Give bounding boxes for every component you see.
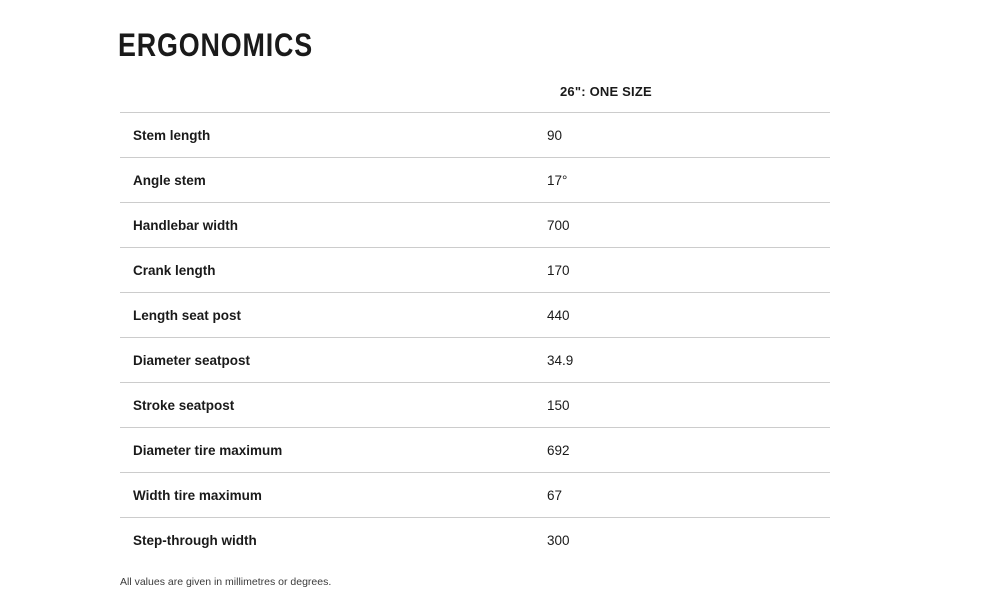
- spec-label: Width tire maximum: [133, 487, 262, 503]
- table-row: Handlebar width 700: [120, 203, 830, 248]
- spec-label: Handlebar width: [133, 217, 239, 233]
- spec-value: 170: [547, 262, 570, 278]
- units-footnote: All values are given in millimetres or d…: [120, 576, 332, 588]
- spec-label: Diameter tire maximum: [133, 442, 283, 458]
- spec-value: 150: [547, 397, 570, 413]
- spec-label: Length seat post: [133, 307, 242, 323]
- ergonomics-spec-table: 26": ONE SIZE Stem length 90 Angle stem …: [120, 70, 830, 563]
- spec-label: Stroke seatpost: [133, 397, 235, 413]
- spec-label: Step-through width: [133, 533, 257, 548]
- table-row: Width tire maximum 67: [120, 473, 830, 518]
- spec-value: 17°: [547, 172, 568, 188]
- table-header-row: 26": ONE SIZE: [120, 70, 830, 113]
- table-row: Crank length 170: [120, 248, 830, 293]
- spec-label: Diameter seatpost: [133, 352, 251, 368]
- size-column-header: 26": ONE SIZE: [560, 83, 652, 99]
- spec-value: 692: [547, 442, 570, 458]
- table-row: Step-through width 300: [120, 518, 830, 563]
- table-row: Diameter tire maximum 692: [120, 428, 830, 473]
- spec-label: Crank length: [133, 262, 216, 278]
- table-row: Length seat post 440: [120, 293, 830, 338]
- spec-value: 300: [547, 533, 570, 548]
- page-title: ERGONOMICS: [118, 27, 314, 64]
- spec-value: 34.9: [547, 352, 574, 368]
- table-row: Angle stem 17°: [120, 158, 830, 203]
- table-row: Diameter seatpost 34.9: [120, 338, 830, 383]
- spec-value: 700: [547, 217, 570, 233]
- spec-value: 67: [547, 487, 563, 503]
- table-row: Stem length 90: [120, 113, 830, 158]
- spec-value: 90: [547, 127, 563, 143]
- table-row: Stroke seatpost 150: [120, 383, 830, 428]
- spec-label: Stem length: [133, 127, 211, 143]
- spec-value: 440: [547, 307, 570, 323]
- spec-label: Angle stem: [133, 172, 206, 188]
